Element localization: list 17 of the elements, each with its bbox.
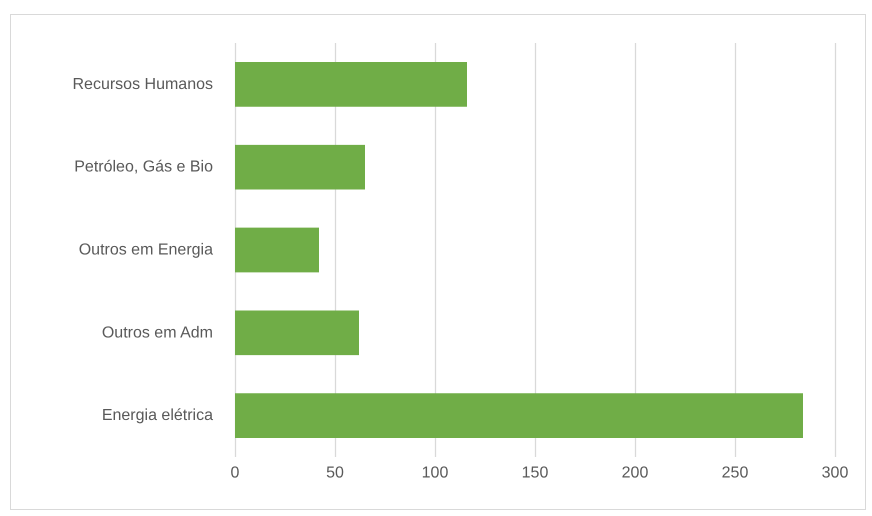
bar xyxy=(235,62,467,107)
y-tick-label: Petróleo, Gás e Bio xyxy=(74,158,214,176)
bar xyxy=(235,228,319,272)
x-tick-label: 0 xyxy=(230,464,240,482)
bar xyxy=(235,144,365,190)
x-tick-label: 300 xyxy=(822,464,848,482)
y-tick-label: Outros em Energia xyxy=(78,242,214,258)
x-tick-label: 100 xyxy=(422,464,448,482)
bar xyxy=(235,310,359,356)
x-tick-label: 150 xyxy=(522,464,548,482)
x-tick-label: 50 xyxy=(326,464,344,482)
x-tick-label: 200 xyxy=(622,464,648,482)
x-tick-label: 250 xyxy=(722,464,748,482)
bar xyxy=(235,393,803,438)
y-tick-label: Energia elétrica xyxy=(102,407,214,424)
y-tick-label: Recursos Humanos xyxy=(72,76,213,93)
y-tick-label: Outros em Adm xyxy=(102,324,213,342)
